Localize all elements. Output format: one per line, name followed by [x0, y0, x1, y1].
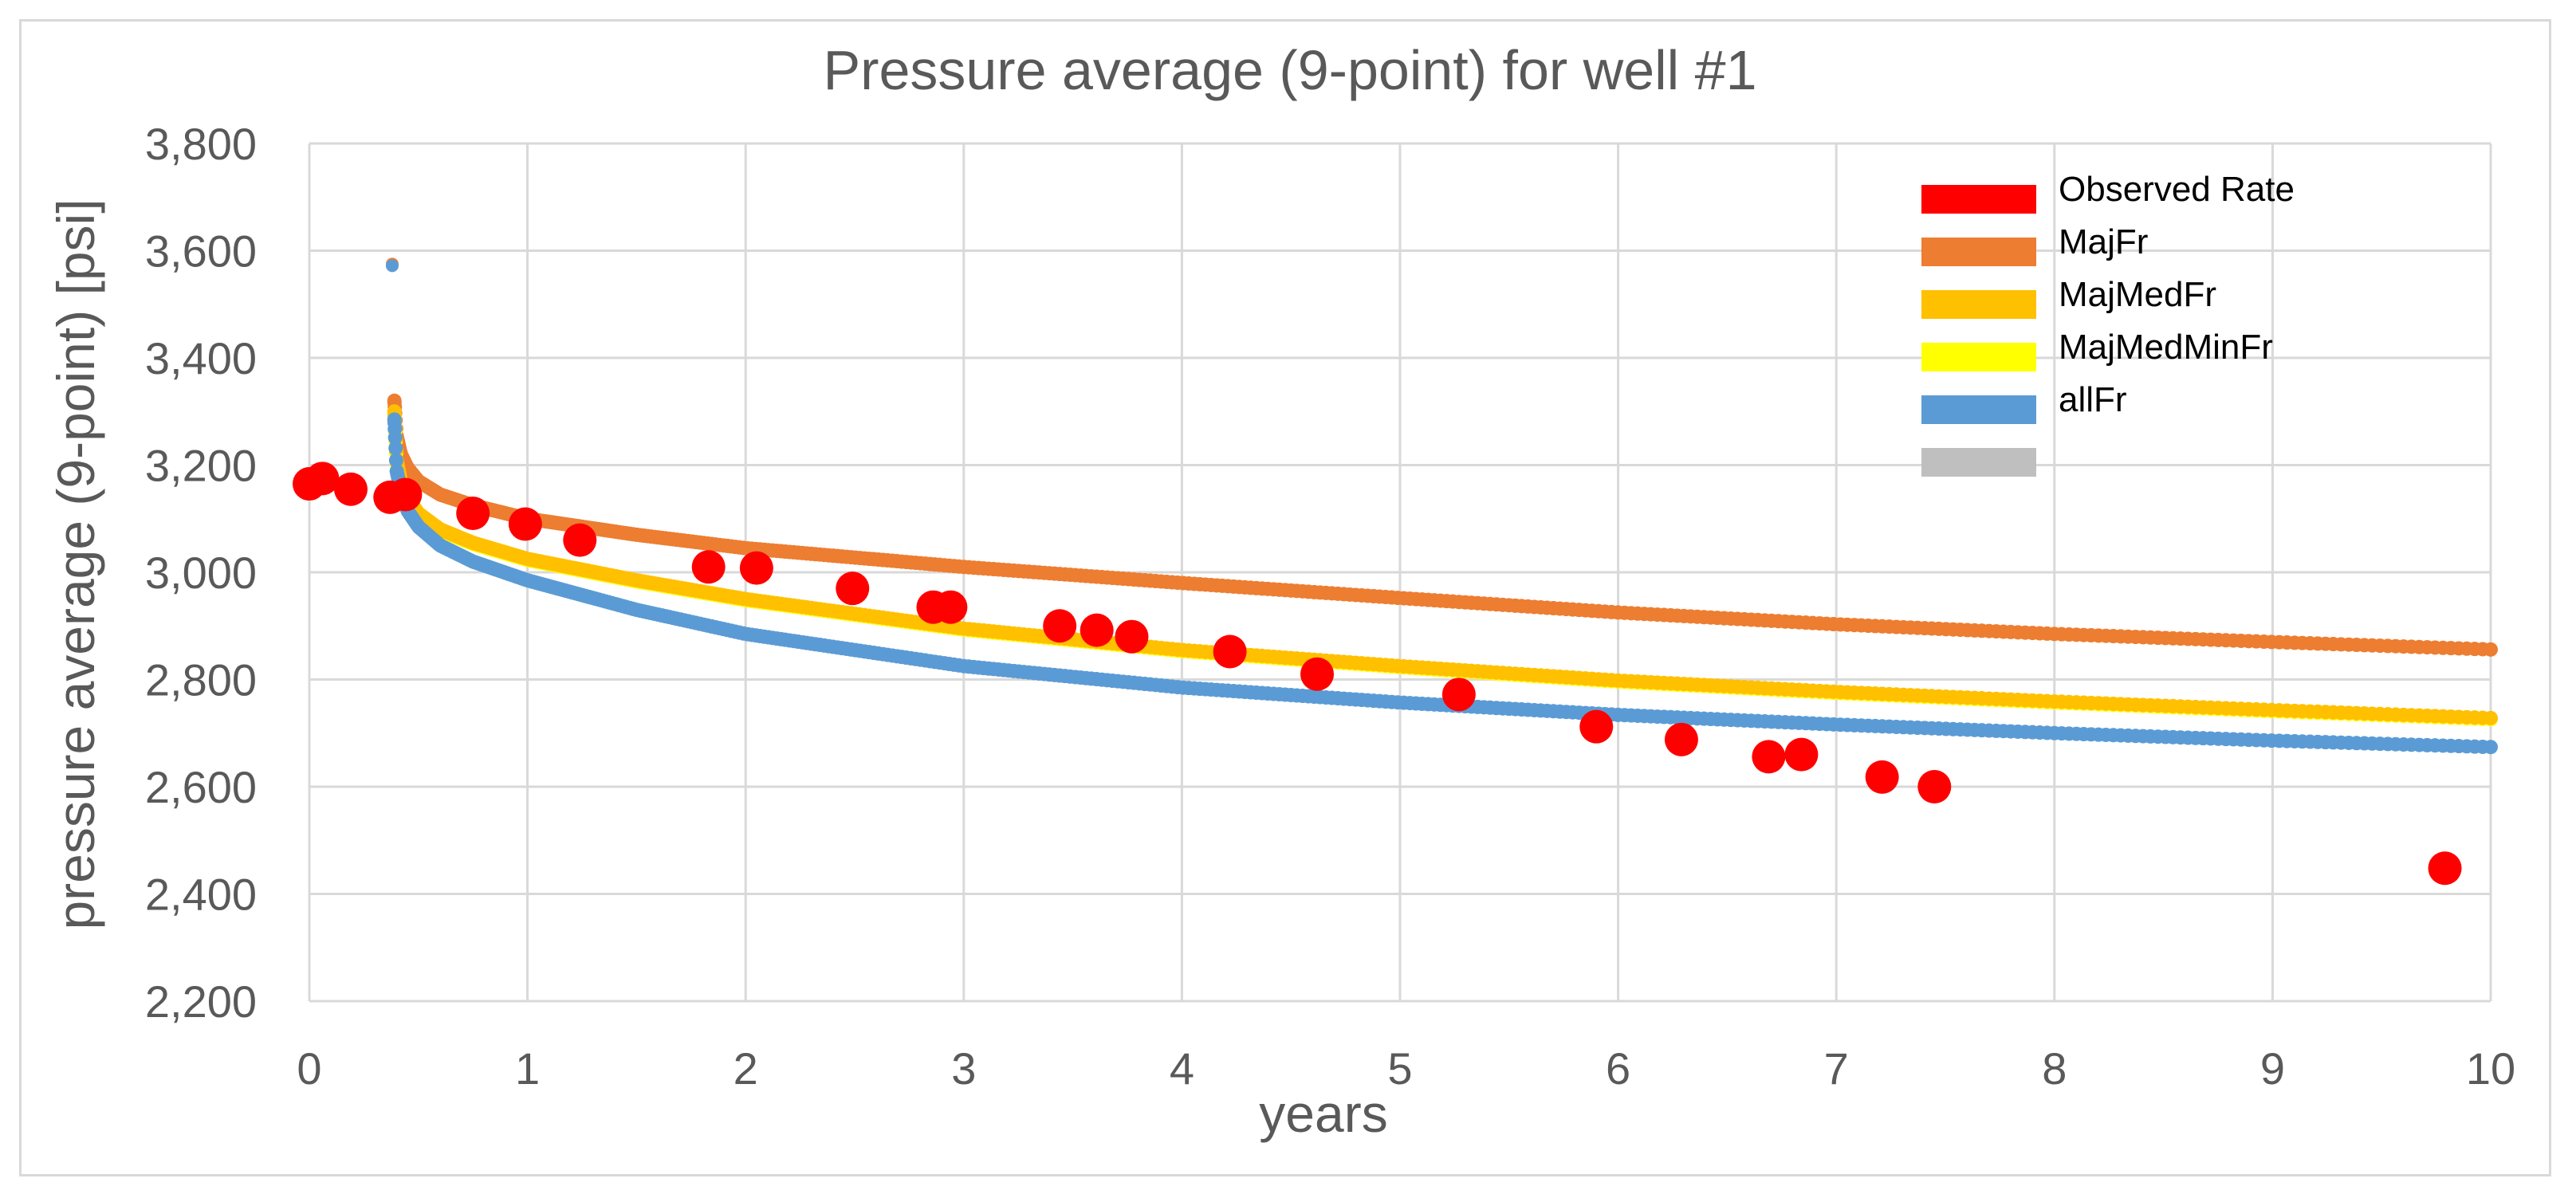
observed-point [456, 497, 490, 531]
chart-frame [19, 19, 2551, 1176]
x-tick-label: 10 [2466, 1043, 2515, 1094]
curve-point [388, 453, 403, 468]
y-tick-label: 2,200 [145, 976, 257, 1027]
legend-swatch [1921, 290, 2036, 319]
y-tick-label: 2,800 [145, 655, 257, 705]
legend: Observed Rate MajFr MajMedFr MajMedMinFr all… [1921, 170, 2295, 477]
observed-point [739, 551, 773, 585]
chart-title: Pressure average (9-point) for well #1 [823, 39, 1756, 101]
x-tick-label: 2 [733, 1043, 758, 1094]
x-tick-label: 0 [297, 1043, 321, 1094]
legend-label: MajMedMinFr [2059, 328, 2273, 367]
observed-point [1115, 619, 1149, 654]
series-allFr [387, 412, 2498, 755]
x-tick-label: 3 [951, 1043, 976, 1094]
x-tick-label: 8 [2042, 1043, 2067, 1094]
observed-point [1300, 657, 1335, 691]
y-tick-label: 3,200 [145, 441, 257, 491]
observed-point [1752, 740, 1786, 774]
x-tick-label: 9 [2260, 1043, 2285, 1094]
y-tick-label: 3,600 [145, 226, 257, 277]
curve-point [387, 430, 403, 445]
observed-point [508, 507, 542, 541]
x-tick-label: 1 [515, 1043, 540, 1094]
observed-point [934, 590, 968, 624]
observed-point [1784, 737, 1819, 772]
observed-point [1080, 613, 1114, 647]
x-tick-label: 5 [1387, 1043, 1412, 1094]
observed-point [1043, 609, 1077, 643]
grid [308, 142, 2492, 1003]
observed-point [333, 472, 368, 506]
series-MajFr [387, 393, 2498, 657]
observed-point [1579, 709, 1614, 744]
y-tick-label: 2,600 [145, 762, 257, 812]
curve-point [388, 441, 403, 456]
observed-point [1865, 760, 1899, 794]
observed-point [691, 550, 726, 584]
x-tick-label: 6 [1606, 1043, 1630, 1094]
legend-swatch [1921, 343, 2036, 371]
y-axis-label: pressure average (9-point) [psi] [46, 198, 105, 929]
observed-point [1664, 722, 1698, 756]
data-series [293, 257, 2498, 886]
observed-point [1917, 770, 1952, 803]
observed-point [563, 523, 597, 557]
legend-swatch [1921, 395, 2036, 424]
curve-point [2484, 642, 2498, 657]
y-axis-ticks: 2,200 2,400 2,600 2,800 3,000 3,200 3,400 3,600… [145, 119, 257, 1027]
legend-label: MajFr [2059, 222, 2148, 261]
legend-label: Observed Rate [2059, 170, 2295, 209]
observed-point [2428, 851, 2462, 886]
outlier-point [385, 259, 399, 273]
x-axis-ticks: 0 1 2 3 4 5 6 7 8 9 10 [297, 1043, 2515, 1094]
observed-point [388, 477, 423, 512]
x-tick-label: 7 [1824, 1043, 1849, 1094]
y-tick-label: 3,000 [145, 548, 257, 598]
legend-swatch [1921, 448, 2036, 477]
legend-swatch [1921, 238, 2036, 266]
y-tick-label: 3,400 [145, 333, 257, 383]
y-tick-label: 3,800 [145, 119, 257, 169]
legend-label: MajMedFr [2059, 275, 2216, 314]
x-axis-label: years [1259, 1084, 1387, 1143]
series-observed-rate [293, 462, 2462, 886]
legend-label: allFr [2059, 380, 2127, 419]
curve-point [2484, 740, 2498, 755]
observed-point [1441, 678, 1476, 712]
observed-point [836, 572, 870, 606]
curve-point [2484, 710, 2498, 725]
observed-point [1213, 634, 1247, 669]
x-tick-label: 4 [1170, 1043, 1194, 1094]
legend-swatch [1921, 185, 2036, 214]
observed-point [305, 462, 340, 496]
y-tick-label: 2,400 [145, 870, 257, 920]
